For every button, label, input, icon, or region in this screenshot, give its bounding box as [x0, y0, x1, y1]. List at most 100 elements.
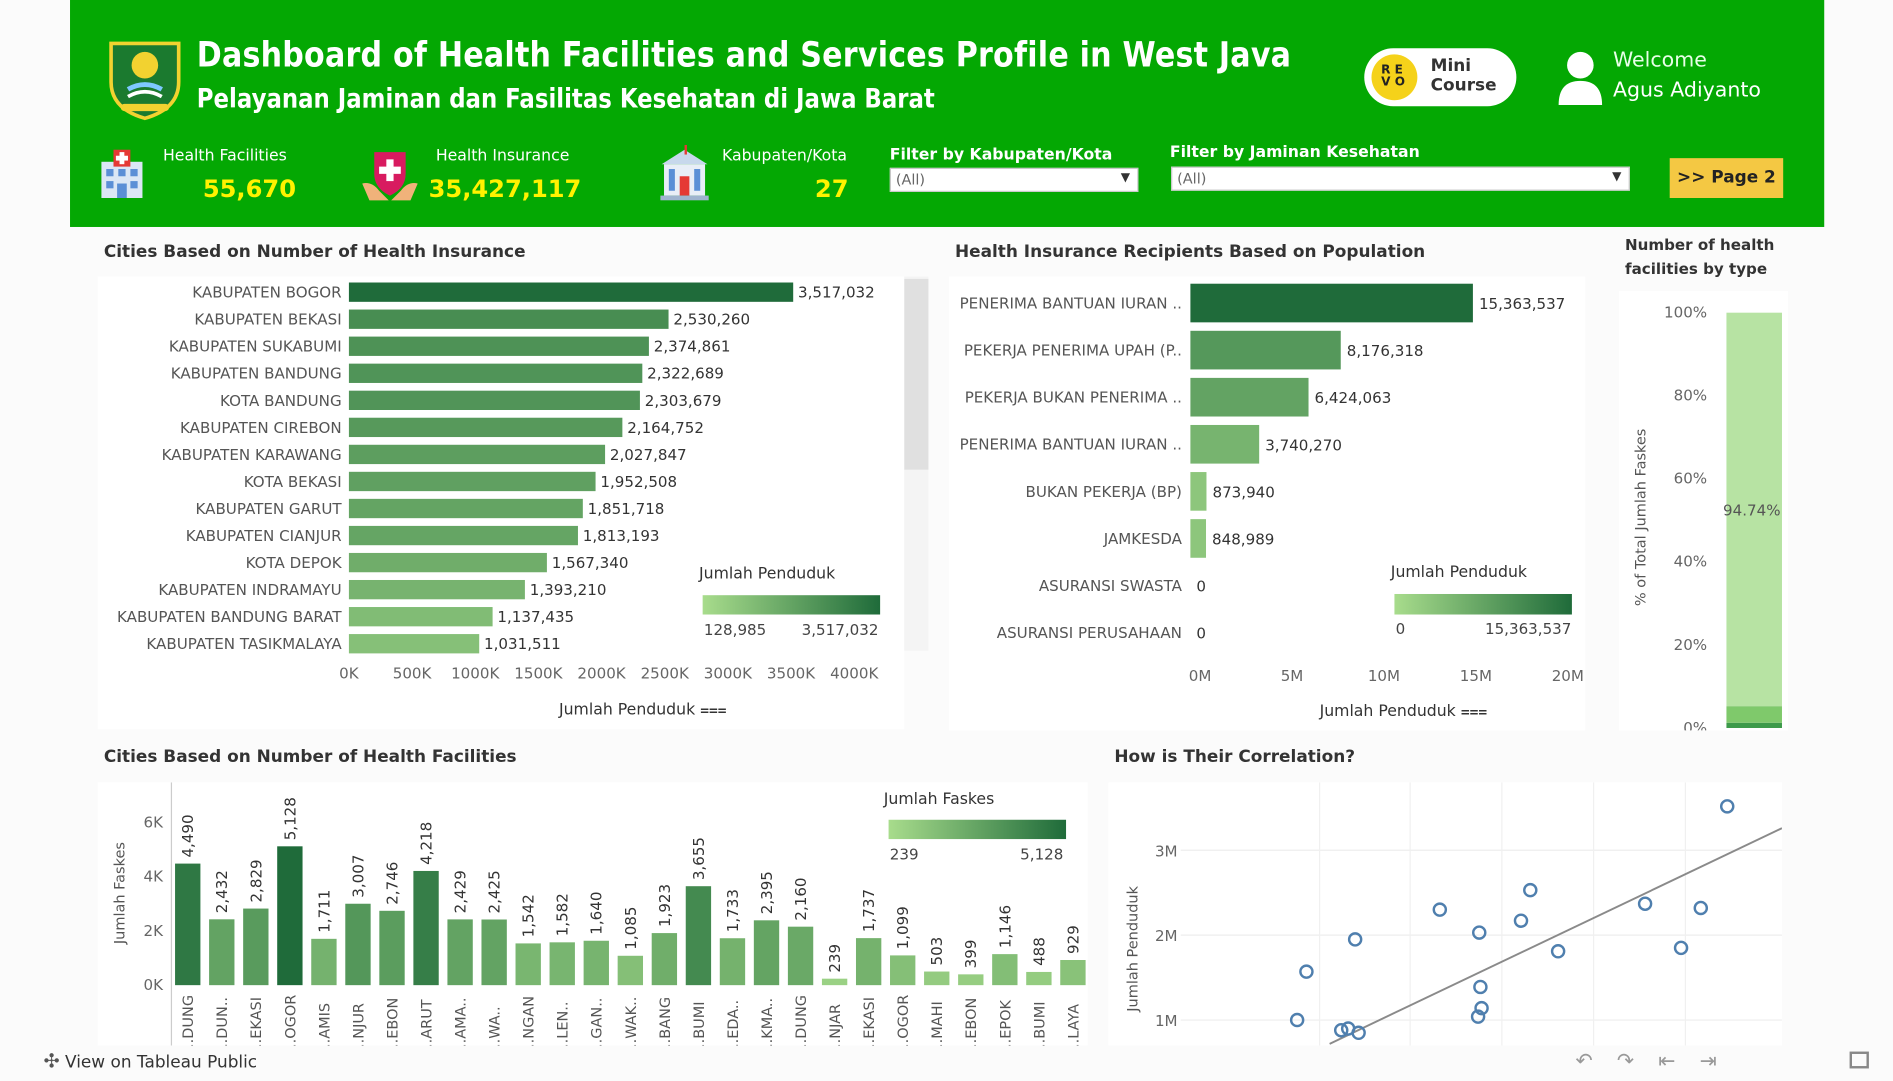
- bar-23[interactable]: [958, 974, 984, 986]
- scatter-point-3[interactable]: [1347, 932, 1363, 947]
- view-on-tableau-link[interactable]: ✣ View on Tableau Public: [43, 1049, 257, 1072]
- bar-2[interactable]: [243, 908, 269, 986]
- bar-label-2: PEKERJA BUKAN PENERIMA ..: [965, 389, 1182, 407]
- bar-25[interactable]: [1026, 971, 1052, 986]
- scatter-point-7[interactable]: [1432, 902, 1448, 917]
- scatter-point-4[interactable]: [1333, 1022, 1349, 1038]
- bar-24[interactable]: [992, 954, 1018, 986]
- recipients-legend-min: 0: [1395, 619, 1406, 638]
- bar-5[interactable]: [1190, 519, 1207, 558]
- scatter-point-16[interactable]: [1673, 940, 1689, 956]
- bar-4[interactable]: [348, 390, 640, 410]
- chart-scrollbar-thumb[interactable]: [904, 278, 929, 470]
- scatter-point-17[interactable]: [1693, 900, 1709, 916]
- bar-1[interactable]: [209, 919, 235, 986]
- bar-value-0: 4,490: [179, 814, 197, 857]
- scatter-point-8[interactable]: [1472, 925, 1487, 940]
- filter-jaminan-select[interactable]: (All) ▼: [1171, 166, 1630, 191]
- bar-8[interactable]: [447, 919, 473, 986]
- scatter-point-11[interactable]: [1470, 1009, 1486, 1024]
- bar-label-10: KOTA DEPOK: [246, 554, 343, 572]
- bar-5[interactable]: [345, 903, 371, 986]
- bar-0[interactable]: [348, 282, 794, 302]
- scatter-point-10[interactable]: [1474, 1000, 1489, 1016]
- redo-icon[interactable]: ↷: [1616, 1049, 1659, 1074]
- bar-17[interactable]: [753, 920, 780, 986]
- bar-14[interactable]: [651, 933, 678, 986]
- sort-icon[interactable]: ⩶: [1460, 702, 1488, 721]
- share-icon[interactable]: ⇥: [1699, 1049, 1741, 1074]
- bar-value-9: 2,425: [486, 870, 504, 913]
- segment-0[interactable]: [1726, 722, 1782, 729]
- bar-11[interactable]: [348, 579, 525, 600]
- bar-12[interactable]: [583, 940, 609, 986]
- scatter-point-14[interactable]: [1550, 944, 1566, 959]
- bar-4[interactable]: [1190, 472, 1207, 511]
- bar-label-19: ..NJAR: [828, 1004, 844, 1046]
- bar-21[interactable]: [890, 955, 916, 986]
- kpi-health-facilities-label: Health Facilities: [162, 147, 287, 166]
- bar-label-22: ..MAHI: [930, 1001, 946, 1045]
- bar-0[interactable]: [175, 863, 201, 986]
- bar-3[interactable]: [1190, 424, 1260, 464]
- page-2-button[interactable]: >> Page 2: [1669, 158, 1784, 198]
- x-tick-4: 2000K: [577, 665, 626, 683]
- bar-15[interactable]: [685, 886, 712, 986]
- bar-10[interactable]: [515, 943, 541, 986]
- bar-1[interactable]: [348, 309, 669, 329]
- revert-icon[interactable]: ⇤: [1658, 1049, 1700, 1074]
- chart-scrollbar-track[interactable]: [904, 276, 929, 651]
- bar-16[interactable]: [719, 938, 746, 986]
- bar-6[interactable]: [348, 444, 606, 465]
- scatter-point-2[interactable]: [1289, 1012, 1305, 1028]
- bar-6[interactable]: [379, 910, 405, 986]
- sort-icon[interactable]: ⩶: [700, 701, 728, 720]
- fullscreen-icon[interactable]: [1849, 1051, 1869, 1069]
- bar-7[interactable]: [413, 870, 439, 986]
- segment-1[interactable]: [1726, 706, 1782, 723]
- scatter-point-12[interactable]: [1513, 913, 1529, 928]
- bar-19[interactable]: [821, 978, 848, 986]
- scatter-point-1[interactable]: [1299, 964, 1314, 979]
- bar-9[interactable]: [481, 919, 507, 986]
- bar-label-14: ..BANG: [658, 997, 674, 1046]
- undo-icon[interactable]: ↶: [1575, 1049, 1617, 1074]
- bar-3[interactable]: [348, 363, 643, 383]
- bar-3[interactable]: [277, 846, 303, 986]
- bar-value-23: 399: [962, 940, 980, 969]
- insurance-by-city-chart: KABUPATEN BOGOR 3,517,032 KABUPATEN BEKASI…: [98, 276, 904, 734]
- filter-kabupaten-select[interactable]: (All) ▼: [889, 167, 1139, 192]
- bar-20[interactable]: [855, 938, 882, 986]
- segment-2[interactable]: [1726, 312, 1782, 707]
- facilities-type-title: Number of health facilities by type: [1625, 235, 1775, 278]
- bar-1[interactable]: [1190, 330, 1341, 370]
- bar-26[interactable]: [1060, 960, 1086, 986]
- bar-value-7: 4,218: [417, 822, 435, 865]
- bar-12[interactable]: [348, 607, 493, 627]
- bar-label-4: BUKAN PEKERJA (BP): [1026, 483, 1182, 501]
- bar-8[interactable]: [348, 498, 583, 519]
- bar-value-1: 2,530,260: [673, 311, 750, 329]
- bar-11[interactable]: [549, 942, 575, 986]
- bar-0[interactable]: [1190, 283, 1473, 323]
- scatter-point-13[interactable]: [1523, 882, 1538, 898]
- bar-9[interactable]: [348, 525, 578, 546]
- recipients-legend-title: Jumlah Penduduk: [1390, 563, 1528, 582]
- scatter-point-9[interactable]: [1473, 979, 1488, 995]
- scatter-point-6[interactable]: [1351, 1025, 1366, 1041]
- bar-13[interactable]: [348, 634, 480, 654]
- bar-7[interactable]: [348, 471, 596, 492]
- bar-4[interactable]: [311, 938, 337, 986]
- bar-label-0: ..DUNG: [181, 995, 197, 1046]
- bar-22[interactable]: [924, 971, 950, 986]
- bar-13[interactable]: [617, 955, 644, 986]
- bar-2[interactable]: [348, 336, 649, 356]
- bar-10[interactable]: [348, 552, 547, 573]
- bar-18[interactable]: [787, 926, 814, 986]
- bar-2[interactable]: [1190, 377, 1309, 417]
- bar-5[interactable]: [348, 417, 623, 438]
- scatter-point-15[interactable]: [1637, 896, 1653, 911]
- bar-label-3: KABUPATEN BANDUNG: [171, 365, 342, 383]
- scatter-point-0[interactable]: [1719, 799, 1735, 814]
